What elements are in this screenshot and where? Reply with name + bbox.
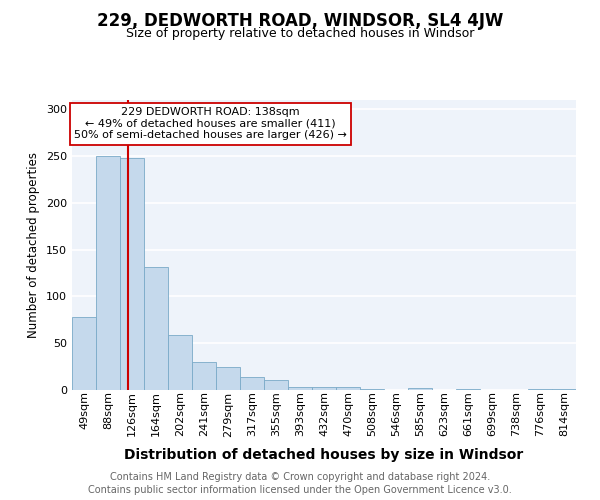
Y-axis label: Number of detached properties: Number of detached properties [28, 152, 40, 338]
Text: 229 DEDWORTH ROAD: 138sqm
← 49% of detached houses are smaller (411)
50% of semi: 229 DEDWORTH ROAD: 138sqm ← 49% of detac… [74, 108, 347, 140]
Bar [192, 362, 216, 390]
Text: 229, DEDWORTH ROAD, WINDSOR, SL4 4JW: 229, DEDWORTH ROAD, WINDSOR, SL4 4JW [97, 12, 503, 30]
Bar [456, 389, 480, 390]
Text: Contains HM Land Registry data © Crown copyright and database right 2024.: Contains HM Land Registry data © Crown c… [110, 472, 490, 482]
Bar [72, 317, 96, 390]
Text: Contains public sector information licensed under the Open Government Licence v3: Contains public sector information licen… [88, 485, 512, 495]
Bar [288, 387, 312, 390]
Bar [336, 387, 360, 390]
X-axis label: Distribution of detached houses by size in Windsor: Distribution of detached houses by size … [124, 448, 524, 462]
Bar [240, 377, 264, 390]
Bar [360, 389, 384, 390]
Bar [312, 387, 336, 390]
Bar [168, 335, 192, 390]
Text: Size of property relative to detached houses in Windsor: Size of property relative to detached ho… [126, 28, 474, 40]
Bar [552, 389, 576, 390]
Bar [264, 380, 288, 390]
Bar [216, 366, 240, 390]
Bar [528, 389, 552, 390]
Bar [120, 158, 144, 390]
Bar [96, 156, 120, 390]
Bar [408, 388, 432, 390]
Bar [144, 266, 168, 390]
